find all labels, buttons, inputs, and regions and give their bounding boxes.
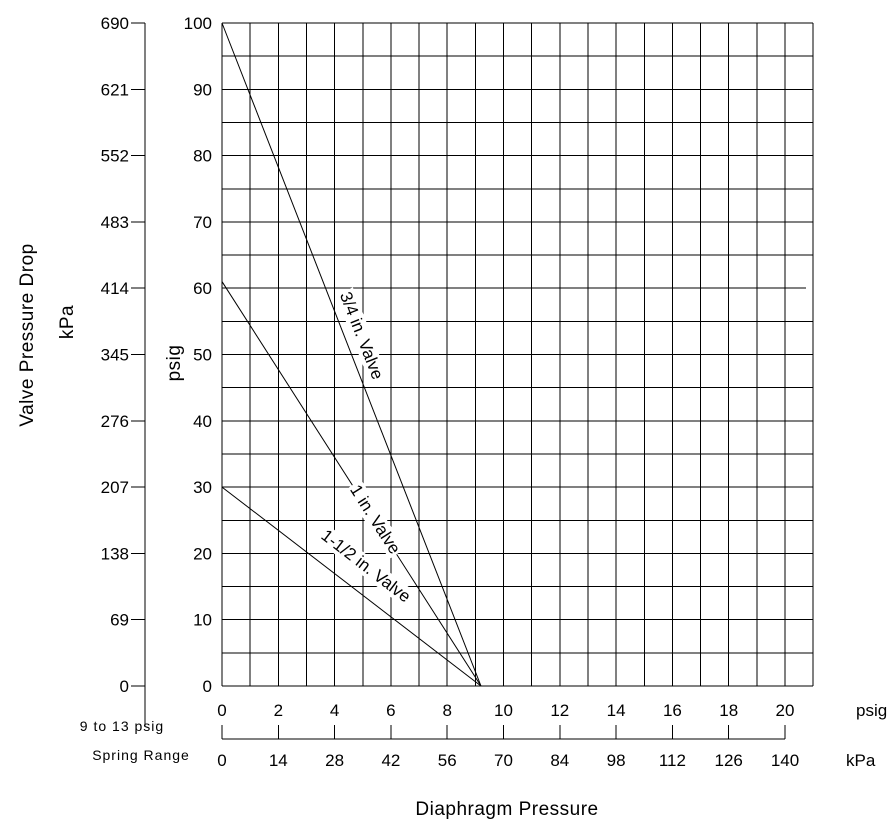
y-secondary-tick-label: 414 bbox=[101, 279, 129, 298]
x-primary-tick-label: 14 bbox=[607, 701, 626, 720]
x-primary-tick-label: 18 bbox=[719, 701, 738, 720]
x-primary-unit-label: psig bbox=[856, 701, 887, 720]
grid bbox=[221, 22, 814, 687]
valve-curve-label-background bbox=[335, 287, 388, 384]
y-secondary-tick-label: 690 bbox=[101, 14, 129, 33]
x-primary-tick-label: 12 bbox=[550, 701, 569, 720]
valve-curve-line bbox=[221, 486, 482, 687]
y-primary-tick-label: 40 bbox=[193, 412, 212, 431]
spring-range-note-line2: Spring Range bbox=[92, 747, 190, 763]
x-secondary-tick-label: 56 bbox=[438, 751, 457, 770]
y-primary-tick-label: 50 bbox=[193, 346, 212, 365]
y-secondary-axis-title-line2: kPa bbox=[57, 305, 78, 339]
y-primary-tick-label: 0 bbox=[203, 677, 212, 696]
y-primary-tick-label: 80 bbox=[193, 147, 212, 166]
valve-curve-label-background bbox=[345, 479, 406, 560]
x-axis-title: Diaphragm Pressure bbox=[415, 799, 598, 820]
x-secondary-tick-label: 70 bbox=[494, 751, 513, 770]
x-primary-tick-label: 20 bbox=[776, 701, 795, 720]
y-secondary-tick-label: 0 bbox=[120, 677, 129, 696]
x-secondary-tick-label: 84 bbox=[550, 751, 569, 770]
y-primary-tick-label: 30 bbox=[193, 478, 212, 497]
y-primary-tick-label: 100 bbox=[184, 14, 212, 33]
x-secondary-tick-label: 28 bbox=[325, 751, 344, 770]
x-primary-tick-label: 16 bbox=[663, 701, 682, 720]
y-primary-tick-label: 10 bbox=[193, 611, 212, 630]
spring-range-note-line1: 9 to 13 psig bbox=[80, 718, 164, 734]
y-secondary-tick-label: 69 bbox=[110, 611, 129, 630]
x-primary-tick-label: 10 bbox=[494, 701, 513, 720]
x-primary-tick-label: 4 bbox=[330, 701, 339, 720]
y-secondary-tick-label: 552 bbox=[101, 147, 129, 166]
y-primary-tick-label: 20 bbox=[193, 544, 212, 563]
x-secondary-tick-label: 42 bbox=[381, 751, 400, 770]
y-secondary-tick-label: 138 bbox=[101, 544, 129, 563]
y-primary-tick-label: 90 bbox=[193, 80, 212, 99]
valve-curve-label-background bbox=[315, 524, 416, 608]
y-secondary-tick-label: 345 bbox=[101, 346, 129, 365]
axes: 0691382072763454144835526216900102030405… bbox=[101, 14, 800, 770]
x-secondary-tick-label: 14 bbox=[269, 751, 288, 770]
x-secondary-tick-label: 140 bbox=[771, 751, 799, 770]
y-secondary-tick-label: 276 bbox=[101, 412, 129, 431]
y-primary-tick-label: 60 bbox=[193, 279, 212, 298]
y-secondary-tick-label: 207 bbox=[101, 478, 129, 497]
y-secondary-tick-label: 621 bbox=[101, 80, 129, 99]
y-primary-axis-title: psig bbox=[164, 345, 185, 382]
x-primary-tick-label: 0 bbox=[217, 701, 226, 720]
x-secondary-tick-label: 0 bbox=[217, 751, 226, 770]
valve-curve-label: 1-1/2 in. Valve bbox=[318, 526, 415, 606]
y-primary-tick-label: 70 bbox=[193, 213, 212, 232]
x-secondary-tick-label: 98 bbox=[607, 751, 626, 770]
x-secondary-tick-label: 112 bbox=[659, 751, 686, 770]
x-secondary-tick-label: 126 bbox=[715, 751, 743, 770]
x-primary-tick-label: 6 bbox=[386, 701, 395, 720]
x-primary-tick-label: 8 bbox=[442, 701, 451, 720]
valve-curve-line bbox=[221, 281, 482, 687]
x-secondary-unit-label: kPa bbox=[846, 751, 876, 770]
valve-curve-line bbox=[221, 22, 482, 687]
x-primary-tick-label: 2 bbox=[274, 701, 283, 720]
y-secondary-axis-title-line1: Valve Pressure Drop bbox=[17, 243, 38, 426]
y-secondary-tick-label: 483 bbox=[101, 213, 129, 232]
